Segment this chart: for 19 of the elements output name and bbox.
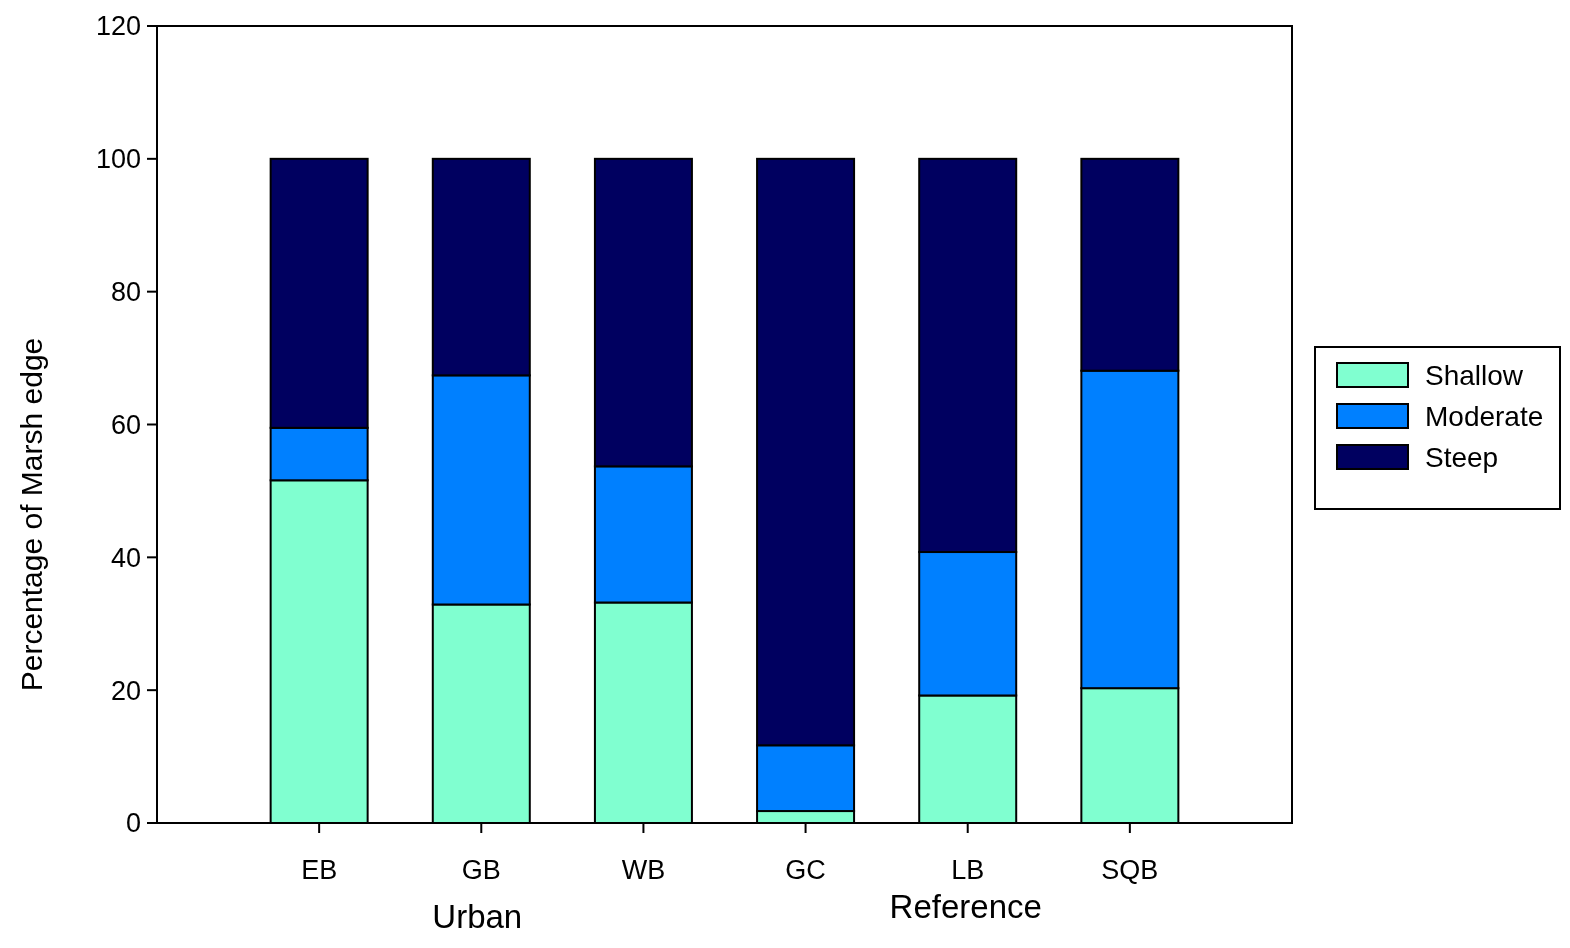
x-tick-label: LB [951, 855, 985, 885]
text: Urban [432, 898, 523, 935]
legend-label: Moderate [1425, 400, 1544, 432]
y-axis-title: Percentage of Marsh edge [15, 337, 48, 692]
y-tick-label: 120 [95, 11, 141, 42]
x-tick-label: SQB [1101, 855, 1159, 885]
y-tick-label: 80 [110, 277, 141, 308]
text: Reference [889, 888, 1042, 925]
legend-label: Steep [1425, 441, 1499, 473]
legend-label: Shallow [1425, 359, 1524, 391]
y-tick-label: 60 [110, 409, 141, 440]
x-tick-label: GC [785, 855, 826, 885]
y-tick-label: 100 [95, 144, 141, 175]
y-tick-label: 20 [110, 675, 141, 706]
y-tick-label: 40 [110, 542, 141, 573]
x-tick-label: WB [621, 855, 666, 885]
y-tick-label: 0 [125, 808, 141, 839]
x-tick-label: GB [461, 855, 501, 885]
x-tick-label: EB [301, 855, 338, 885]
